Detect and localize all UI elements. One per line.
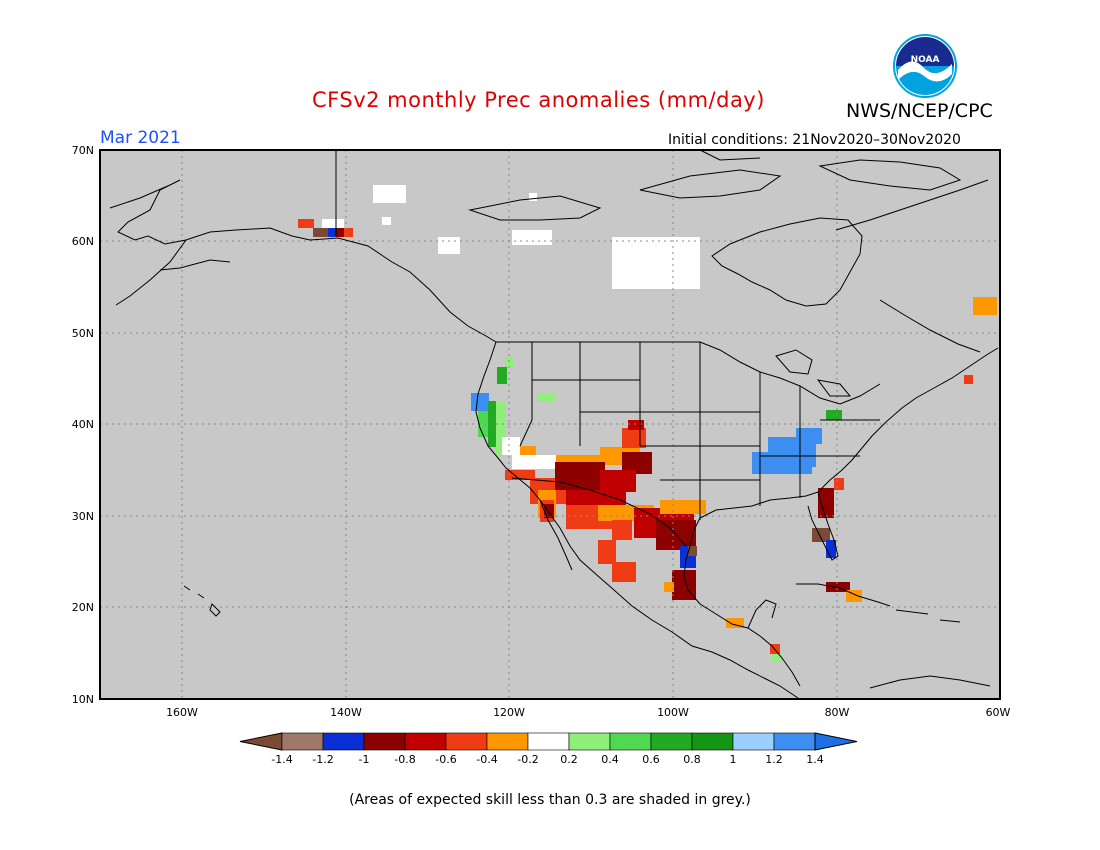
agency-label: NWS/NCEP/CPC [846, 100, 993, 122]
colorbar-segment [773, 732, 816, 751]
colorbar-tick-label: 0.8 [683, 753, 701, 766]
colorbar-tick-label: -1 [359, 753, 370, 766]
colorbar-tick-label: 1.4 [806, 753, 824, 766]
lat-label-10n: 10N [72, 693, 94, 706]
svg-text:NOAA: NOAA [911, 55, 940, 65]
colorbar-segment [568, 732, 611, 751]
colorbar-segment [527, 732, 570, 751]
lat-label-50n: 50N [72, 327, 94, 340]
anomaly-cells [298, 185, 997, 662]
colorbar-segment [322, 732, 365, 751]
skill-footnote: (Areas of expected skill less than 0.3 a… [349, 792, 751, 808]
colorbar-tick-label: -1.2 [312, 753, 333, 766]
colorbar-tick-label: 1 [730, 753, 737, 766]
map-title: CFSv2 monthly Prec anomalies (mm/day) [312, 88, 765, 112]
map-frame [99, 149, 1001, 700]
colorbar-segment [404, 732, 447, 751]
lat-label-60n: 60N [72, 235, 94, 248]
lat-label-30n: 30N [72, 510, 94, 523]
lat-label-40n: 40N [72, 418, 94, 431]
lon-label-140w: 140W [330, 706, 362, 719]
colorbar-tick-label: -0.2 [517, 753, 538, 766]
colorbar-segment [691, 732, 734, 751]
lon-label-160w: 160W [166, 706, 198, 719]
colorbar-segment [281, 732, 324, 751]
lat-label-20n: 20N [72, 601, 94, 614]
colorbar-tick-label: -1.4 [271, 753, 292, 766]
colorbar-tick-label: 0.4 [601, 753, 619, 766]
lon-label-80w: 80W [825, 706, 850, 719]
lon-label-60w: 60W [986, 706, 1011, 719]
lon-labels: 160W 140W 120W 100W 80W 60W [166, 706, 1010, 719]
target-month: Mar 2021 [100, 128, 181, 148]
colorbar-tick-label: -0.4 [476, 753, 497, 766]
colorbar-tick-label: 0.2 [560, 753, 578, 766]
colorbar-tick-label: 1.2 [765, 753, 783, 766]
colorbar-tick-label: 0.6 [642, 753, 660, 766]
colorbar-tick-label: -0.6 [435, 753, 456, 766]
colorbar-segment [609, 732, 652, 751]
gridlines [100, 150, 1000, 699]
lat-labels: 70N 60N 50N 40N 30N 20N 10N [72, 144, 94, 706]
lon-label-100w: 100W [657, 706, 689, 719]
colorbar [239, 732, 858, 751]
colorbar-segment [486, 732, 529, 751]
colorbar-arrow-right [814, 732, 858, 751]
colorbar-arrow-left [239, 732, 283, 751]
colorbar-segment [650, 732, 693, 751]
colorbar-segment [445, 732, 488, 751]
colorbar-labels: -1.4 -1.2 -1 -0.8 -0.6 -0.4 -0.2 0.2 0.4 0.6 0.8 1 1… [271, 753, 823, 766]
lat-label-70n: 70N [72, 144, 94, 157]
noaa-logo: NOAA [893, 34, 957, 98]
lon-label-120w: 120W [493, 706, 525, 719]
colorbar-tick-label: -0.8 [394, 753, 415, 766]
colorbar-segment [363, 732, 406, 751]
initial-conditions: Initial conditions: 21Nov2020–30Nov2020 [668, 132, 961, 148]
coastlines [109, 149, 999, 699]
colorbar-segment [732, 732, 775, 751]
